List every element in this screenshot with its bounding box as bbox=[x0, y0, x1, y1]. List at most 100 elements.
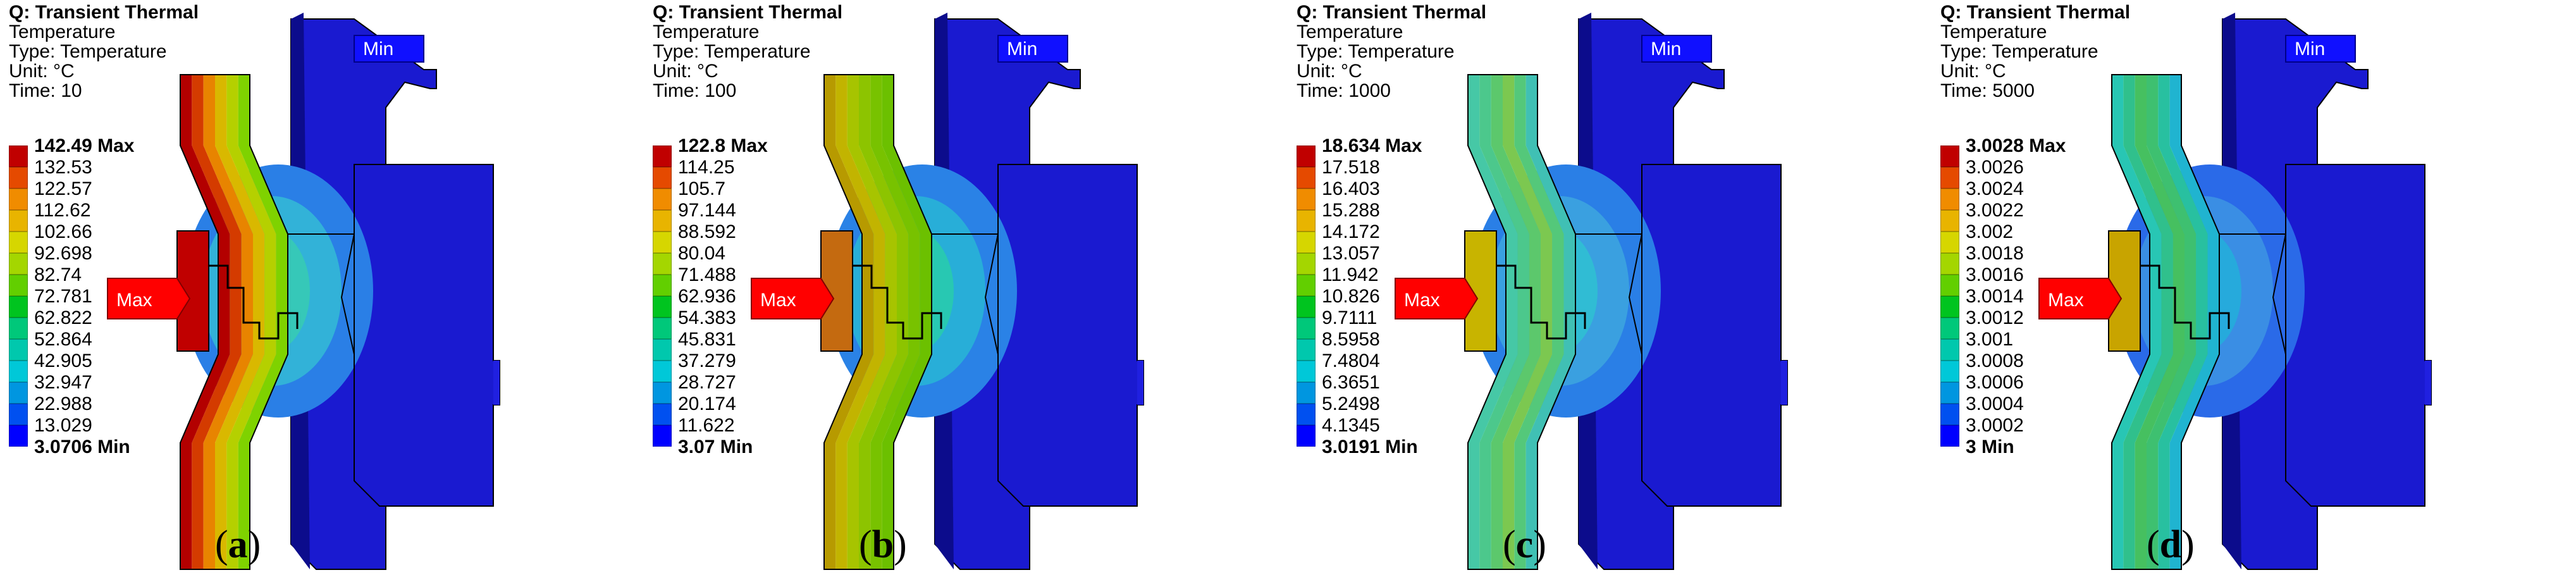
legend-label: 54.383 bbox=[678, 307, 736, 328]
legend-swatch bbox=[9, 253, 28, 275]
thermal-model: Max Min bbox=[751, 13, 1144, 570]
legend-label: 102.66 bbox=[34, 221, 92, 242]
legend-label: 62.822 bbox=[34, 307, 92, 328]
legend-label: 82.74 bbox=[34, 264, 82, 285]
legend-label: 3.0706 Min bbox=[34, 436, 130, 457]
legend-label: 3.0191 Min bbox=[1322, 436, 1418, 457]
legend-label: 5.2498 bbox=[1322, 393, 1380, 414]
thermal-model: Max Min bbox=[107, 13, 500, 570]
legend-label: 16.403 bbox=[1322, 178, 1380, 199]
plate-band bbox=[2123, 75, 2173, 569]
plate-band bbox=[824, 75, 874, 569]
legend-label: 13.029 bbox=[34, 415, 92, 436]
legend-swatch bbox=[1940, 296, 1959, 318]
seal-profile bbox=[2140, 264, 2230, 340]
max-marker: Max bbox=[107, 278, 191, 319]
caption-letter: d bbox=[2159, 523, 2182, 566]
right-tab bbox=[2425, 361, 2431, 405]
min-flag-label: Min bbox=[1007, 39, 1037, 59]
legend-label: 92.698 bbox=[34, 243, 92, 264]
panel-c: Max Min Q: Transient Thermal Temperature Typ… bbox=[1288, 0, 1932, 582]
legend-swatch bbox=[9, 339, 28, 361]
legend-label: 97.144 bbox=[678, 200, 736, 221]
legend-label: 42.905 bbox=[34, 350, 92, 371]
legend-swatch bbox=[653, 189, 672, 210]
legend-label: 114.25 bbox=[678, 157, 735, 178]
right-block bbox=[997, 164, 1144, 507]
plate-band bbox=[1514, 75, 1564, 569]
legend-label: 22.988 bbox=[34, 393, 92, 414]
right-tab bbox=[1781, 361, 1787, 405]
legend-swatch bbox=[9, 275, 28, 296]
caption-letter: b bbox=[872, 523, 894, 566]
result-unit: Unit: °C bbox=[9, 61, 75, 82]
legend-label: 28.727 bbox=[678, 372, 736, 393]
min-flag-shape bbox=[354, 35, 424, 63]
legend-label: 3.07 Min bbox=[678, 436, 753, 457]
result-header: Q: Transient Thermal Temperature Type: Tem… bbox=[1297, 3, 1486, 101]
panel-caption: (b) bbox=[859, 523, 907, 566]
legend-swatch bbox=[1297, 232, 1316, 253]
legend-label: 72.781 bbox=[34, 286, 92, 307]
analysis-title: Q: Transient Thermal bbox=[1940, 2, 2131, 23]
legend-swatch bbox=[653, 425, 672, 447]
legend-label: 11.622 bbox=[678, 415, 735, 436]
legend-swatch bbox=[1940, 189, 1959, 210]
result-type: Type: Temperature bbox=[1297, 41, 1455, 62]
legend-label: 11.942 bbox=[1322, 264, 1379, 285]
result-time: Time: 1000 bbox=[1297, 80, 1391, 101]
legend-swatch bbox=[9, 167, 28, 189]
min-marker: Min bbox=[354, 35, 424, 63]
result-type: Type: Temperature bbox=[9, 41, 167, 62]
legend-swatch bbox=[9, 296, 28, 318]
result-time: Time: 100 bbox=[653, 80, 737, 101]
max-flag-shape bbox=[107, 278, 191, 319]
legend-label: 3.0018 bbox=[1966, 243, 2024, 264]
legend-swatch bbox=[1297, 339, 1316, 361]
legend-swatch bbox=[1940, 232, 1959, 253]
legend-label: 13.057 bbox=[1322, 243, 1380, 264]
legend-label: 3.0026 bbox=[1966, 157, 2024, 178]
panel-caption: (a) bbox=[215, 523, 261, 566]
plate-outline bbox=[1467, 74, 1576, 570]
max-marker: Max bbox=[2038, 278, 2123, 319]
legend-label: 3.0024 bbox=[1966, 178, 2024, 199]
plate-band bbox=[835, 75, 885, 569]
legend-swatch bbox=[9, 146, 28, 167]
legend-swatch bbox=[9, 232, 28, 253]
legend-swatch bbox=[9, 361, 28, 382]
result-name: Temperature bbox=[653, 22, 760, 42]
panel-a: Max Min Q: Transient Thermal Temperature Typ… bbox=[0, 0, 644, 582]
legend-swatch bbox=[9, 425, 28, 447]
plate-band bbox=[1479, 75, 1529, 569]
analysis-title: Q: Transient Thermal bbox=[653, 2, 843, 23]
legend-swatch bbox=[653, 296, 672, 318]
legend-label: 62.936 bbox=[678, 286, 736, 307]
legend-label: 6.3651 bbox=[1322, 372, 1380, 393]
thermal-model: Max Min bbox=[1395, 13, 1788, 570]
legend-swatch bbox=[1940, 253, 1959, 275]
legend-swatch bbox=[1297, 404, 1316, 425]
legend-swatch bbox=[1940, 318, 1959, 339]
legend-label: 88.592 bbox=[678, 221, 736, 242]
legend-label: 3.002 bbox=[1966, 221, 2014, 242]
legend-swatch bbox=[1940, 339, 1959, 361]
seal-profile bbox=[853, 264, 942, 340]
legend-label: 20.174 bbox=[678, 393, 736, 414]
legend-label: 3.0022 bbox=[1966, 200, 2024, 221]
max-flag-label: Max bbox=[760, 290, 796, 311]
legend-swatch bbox=[653, 275, 672, 296]
right-block bbox=[354, 164, 500, 507]
min-marker: Min bbox=[1641, 35, 1712, 63]
result-name: Temperature bbox=[1297, 22, 1403, 42]
max-marker: Max bbox=[1395, 278, 1479, 319]
result-type: Type: Temperature bbox=[1940, 41, 2098, 62]
right-block bbox=[1641, 164, 1788, 507]
legend-swatch bbox=[653, 361, 672, 382]
legend-label: 3.0028 Max bbox=[1966, 135, 2066, 156]
legend-swatch bbox=[1297, 253, 1316, 275]
legend-swatch bbox=[1297, 425, 1316, 447]
legend-label: 3.0014 bbox=[1966, 286, 2024, 307]
max-flag-shape bbox=[2038, 278, 2123, 319]
plate-band bbox=[1468, 75, 1518, 569]
